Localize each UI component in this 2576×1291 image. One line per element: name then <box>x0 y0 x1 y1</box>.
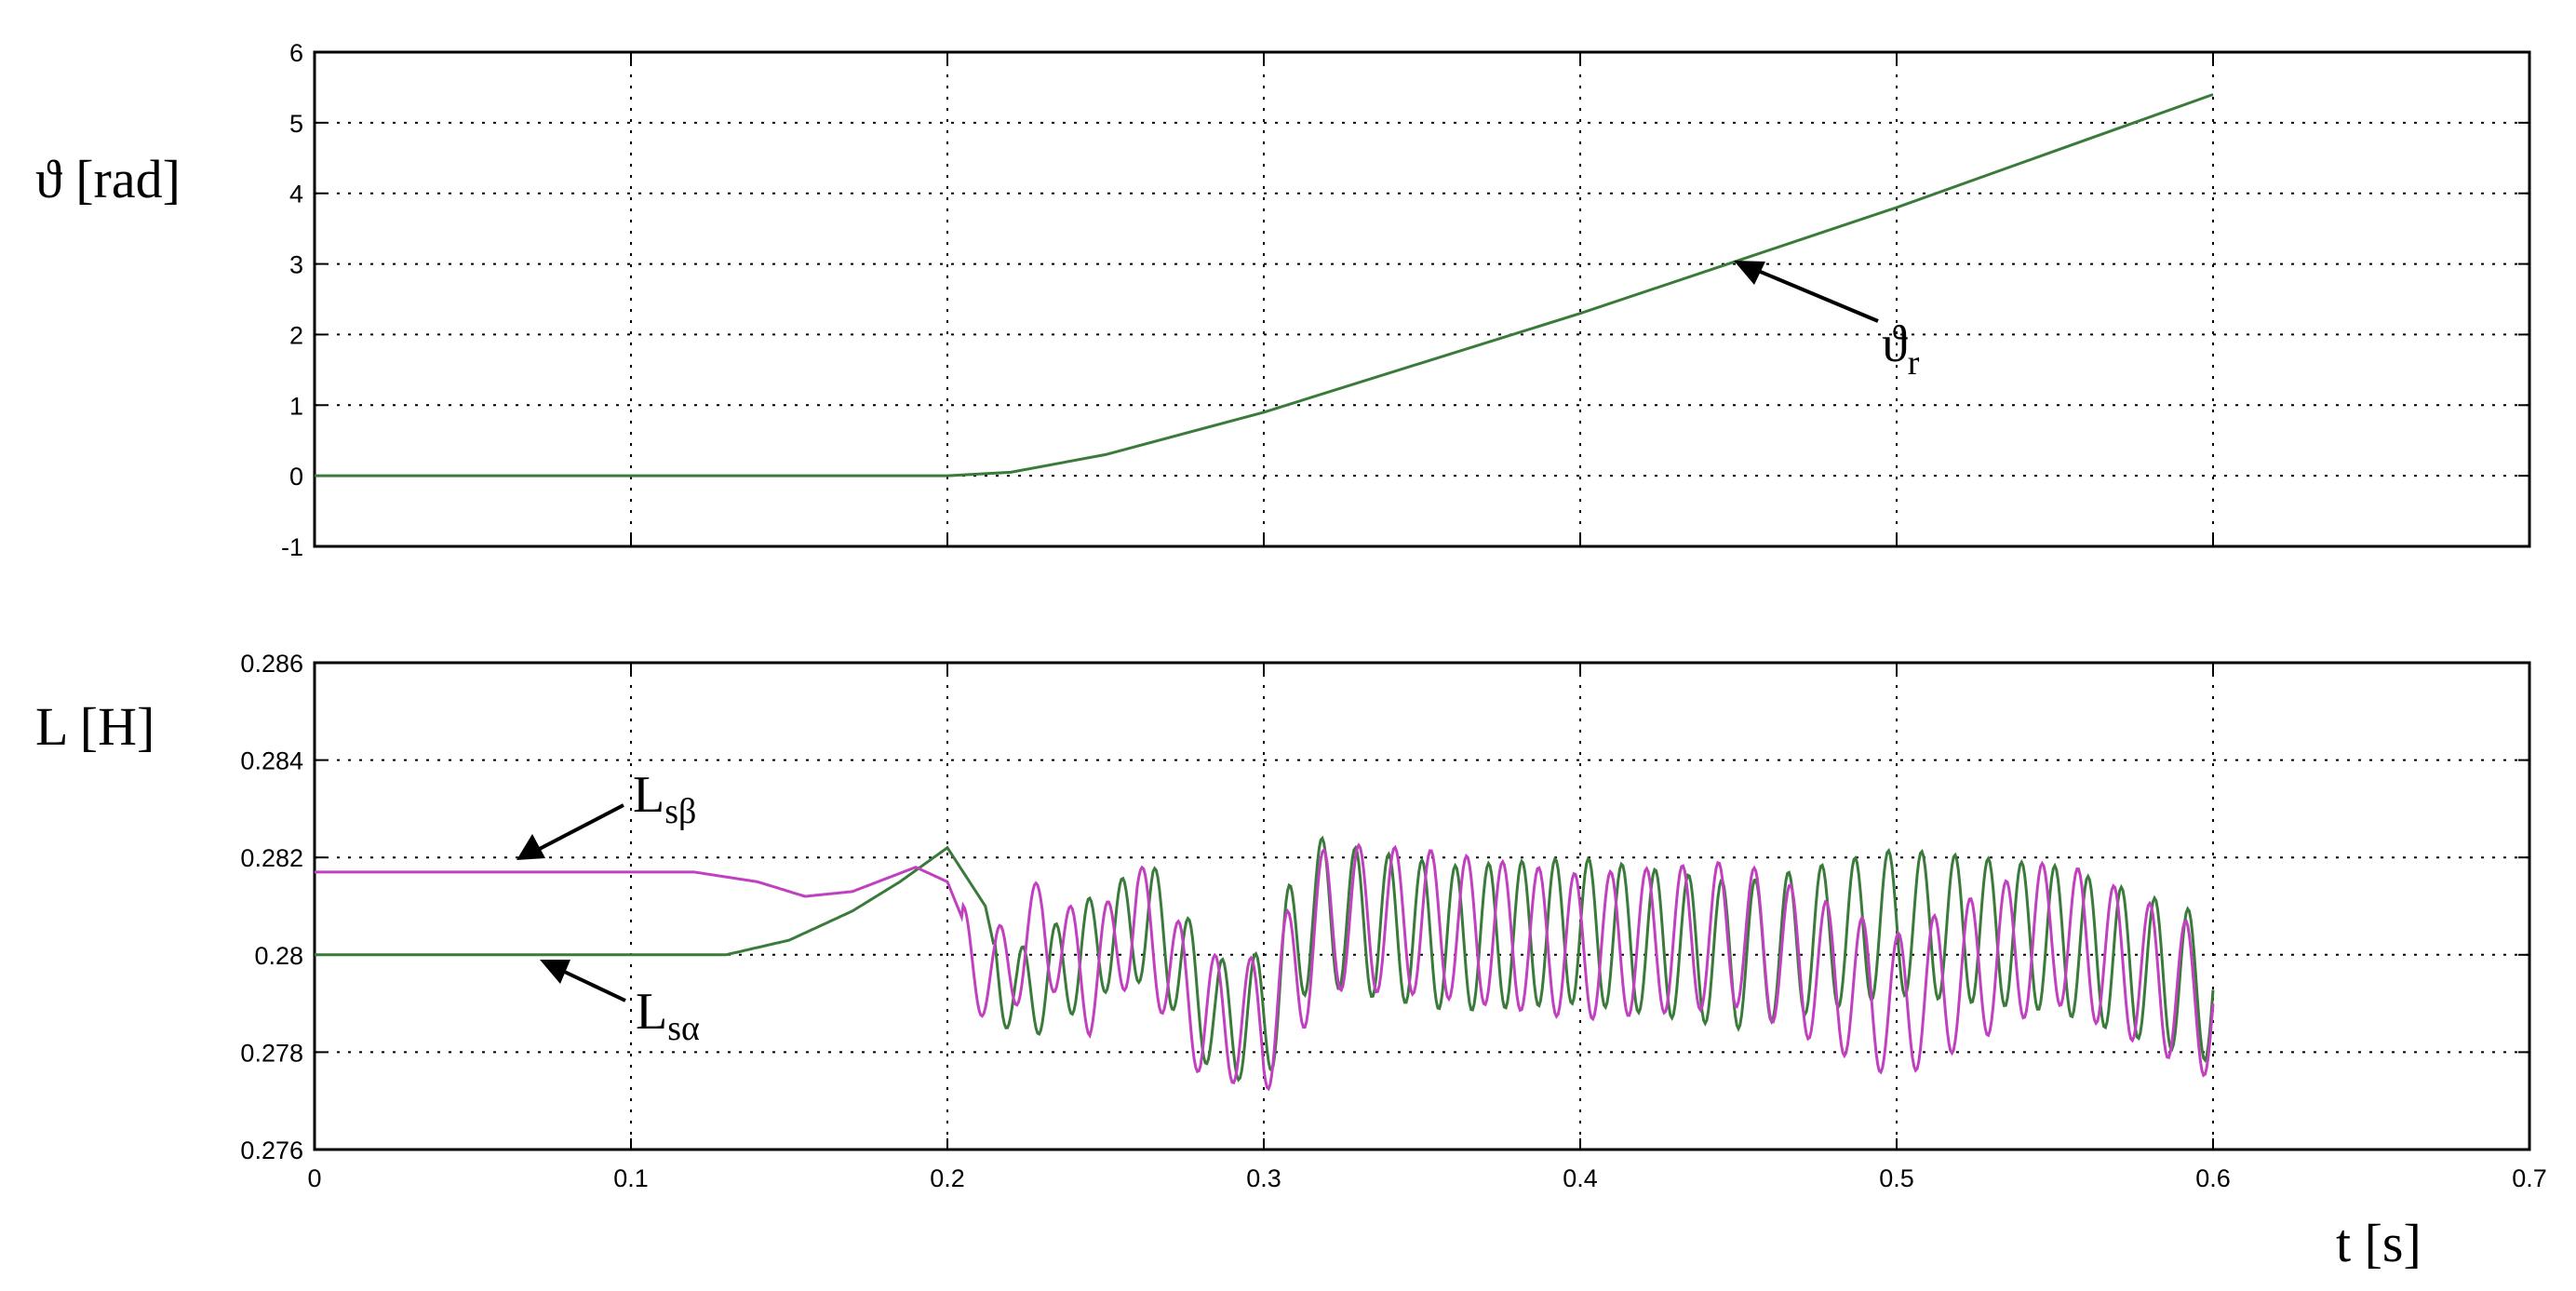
y-tick-label: 5 <box>289 110 303 138</box>
x-tick-label: 0.1 <box>613 1164 649 1192</box>
theta-series <box>315 93 2214 477</box>
inductance-y-axis-label: L [H] <box>35 696 154 757</box>
theta-r-arrow-head <box>1734 261 1765 285</box>
inductance-x-ticks: 0 0.1 0.2 0.3 0.4 0.5 0.6 0.7 <box>307 663 2547 1192</box>
y-tick-label: 0.282 <box>240 844 303 872</box>
ls-beta-arrow-line <box>531 803 624 854</box>
x-tick-label: 0.3 <box>1246 1164 1281 1192</box>
ls-beta-arrow-head <box>517 834 545 860</box>
series-line-ls-beta <box>315 842 2215 1092</box>
x-tick-label: 0.7 <box>2512 1164 2547 1192</box>
theta-annotation: ϑr <box>1734 261 1920 383</box>
ls-alpha-arrow-line <box>556 966 626 1002</box>
ls-beta-label-main: L <box>633 766 664 824</box>
theta-y-axis-label: ϑ [rad] <box>35 149 181 209</box>
y-tick-label: 2 <box>289 321 303 349</box>
y-tick-label: -1 <box>281 533 303 561</box>
ls-alpha-label: Lsα <box>636 983 700 1048</box>
x-tick-label: 0.4 <box>1563 1164 1598 1192</box>
inductance-y-ticks: 0.276 0.278 0.28 0.282 0.284 0.286 <box>240 650 2529 1164</box>
theta-r-label-sub: r <box>1908 343 1920 383</box>
x-tick-label: 0.2 <box>930 1164 965 1192</box>
ls-alpha-arrow-head <box>540 960 570 984</box>
ls-beta-label: Lsβ <box>633 766 696 831</box>
y-tick-label: 0 <box>289 463 303 491</box>
y-tick-label: 0.286 <box>240 650 303 678</box>
x-tick-label: 0.6 <box>2195 1164 2231 1192</box>
theta-x-tick-marks <box>314 52 2530 546</box>
theta-y-ticks: -1 0 1 2 3 4 5 6 <box>281 39 2529 561</box>
theta-plot: -1 0 1 2 3 4 5 6 ϑr ϑ [rad] <box>35 39 2531 561</box>
y-tick-label: 1 <box>289 392 303 420</box>
ls-alpha-label-main: L <box>636 983 667 1041</box>
theta-r-arrow-line <box>1744 263 1879 323</box>
theta-r-label-main: ϑ <box>1882 316 1908 373</box>
inductance-plot: 0.276 0.278 0.28 0.282 0.284 0.286 0 0.1 0.2 0.3… <box>35 650 2547 1273</box>
y-tick-label: 4 <box>289 181 303 208</box>
y-tick-label: 6 <box>289 39 303 67</box>
ls-beta-label-sub: sβ <box>664 792 696 831</box>
y-tick-label: 0.276 <box>240 1136 303 1164</box>
inductance-series <box>315 835 2215 1092</box>
inductance-annotations: Lsβ Lsα <box>517 766 700 1048</box>
series-line-ls-alpha <box>315 835 2215 1083</box>
y-tick-label: 0.284 <box>240 747 303 775</box>
theta-r-label: ϑr <box>1882 316 1920 383</box>
series-line-theta-r <box>315 93 2214 477</box>
y-tick-label: 3 <box>289 251 303 279</box>
y-tick-label: 0.278 <box>240 1039 303 1067</box>
theta-plot-frame <box>313 50 2531 548</box>
x-tick-label: 0 <box>307 1164 321 1192</box>
x-axis-label: t [s] <box>2336 1213 2422 1273</box>
y-tick-label: 0.28 <box>254 942 303 970</box>
x-tick-label: 0.5 <box>1879 1164 1914 1192</box>
ls-alpha-label-sub: sα <box>667 1009 700 1048</box>
